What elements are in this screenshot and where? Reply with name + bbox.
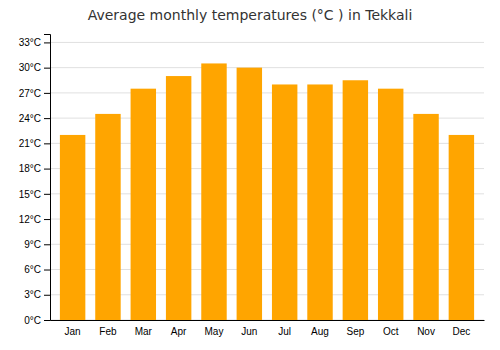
y-tick: 15°C (19, 189, 50, 200)
bar (201, 63, 226, 320)
bar (378, 89, 403, 320)
x-tick-label: May (205, 326, 224, 337)
x-tick-label: Aug (311, 326, 329, 337)
chart-container: 0°C 3°C 6°C 9°C 12°C 15°C 18°C 21°C 24°C 27°C 30°C… (0, 0, 500, 350)
x-tick-label: Mar (135, 326, 153, 337)
y-tick-label: 15°C (19, 189, 41, 200)
y-tick-mark (44, 93, 50, 94)
bar (237, 68, 262, 320)
y-tick-mark (44, 68, 50, 69)
x-tick-label: Nov (417, 326, 435, 337)
y-tick: 21°C (19, 138, 50, 149)
x-tick: May (205, 326, 224, 337)
y-tick: 27°C (19, 88, 50, 99)
bar (307, 84, 332, 320)
x-tick-label: Feb (99, 326, 117, 337)
x-tick: Jun (241, 326, 257, 337)
bar (449, 135, 474, 320)
x-tick: Nov (417, 326, 435, 337)
y-tick: 24°C (19, 113, 50, 124)
grid-line (50, 42, 484, 43)
bar (413, 114, 438, 320)
plot: 0°C 3°C 6°C 9°C 12°C 15°C 18°C 21°C 24°C 27°C 30°C… (19, 35, 485, 338)
bars (60, 63, 474, 320)
y-tick-label: 18°C (19, 163, 41, 174)
x-tick: Jul (278, 326, 291, 337)
x-tick-label: Sep (346, 326, 364, 337)
grid-line (50, 92, 484, 93)
y-tick-mark (44, 295, 50, 296)
y-tick: 33°C (19, 37, 50, 48)
y-tick-mark (44, 118, 50, 119)
y-tick-mark (44, 143, 50, 144)
x-tick: Oct (383, 326, 399, 337)
y-tick-label: 27°C (19, 88, 41, 99)
y-tick-mark (44, 219, 50, 220)
bar (60, 135, 85, 320)
x-tick: Apr (171, 326, 187, 337)
y-tick-label: 3°C (24, 289, 41, 300)
y-tick-label: 12°C (19, 214, 41, 225)
grid (50, 42, 484, 320)
y-tick-label: 0°C (24, 315, 41, 326)
x-tick: Dec (452, 326, 470, 337)
title: Average monthly temperatures (°C ) in Te… (88, 7, 413, 23)
y-tick-label: 6°C (24, 264, 41, 275)
chart-svg: 0°C 3°C 6°C 9°C 12°C 15°C 18°C 21°C 24°C 27°C 30°C… (0, 0, 500, 350)
x-tick-label: Jan (65, 326, 81, 337)
y-tick-mark (44, 194, 50, 195)
bar (343, 80, 368, 320)
x-tick: Mar (135, 326, 153, 337)
x-tick-label: Jul (278, 326, 291, 337)
y-tick: 30°C (19, 62, 50, 73)
bar (95, 114, 120, 320)
y-axis: 0°C 3°C 6°C 9°C 12°C 15°C 18°C 21°C 24°C 27°C 30°C… (19, 35, 51, 326)
x-tick: Jan (65, 326, 81, 337)
y-tick-label: 24°C (19, 113, 41, 124)
y-axis-line (44, 35, 51, 321)
x-tick-label: Apr (171, 326, 187, 337)
y-tick-label: 21°C (19, 138, 41, 149)
x-tick-label: Dec (452, 326, 470, 337)
grid-line (50, 67, 484, 68)
y-tick: 0°C (24, 315, 50, 326)
bar (131, 89, 156, 320)
x-tick: Aug (311, 326, 329, 337)
y-tick: 18°C (19, 163, 50, 174)
y-tick: 6°C (24, 264, 50, 275)
y-tick-mark (44, 42, 50, 43)
y-tick-label: 33°C (19, 37, 41, 48)
y-tick-label: 9°C (24, 239, 41, 250)
x-axis-line (51, 320, 485, 321)
y-tick-mark (44, 270, 50, 271)
x-tick: Sep (346, 326, 364, 337)
y-tick-mark (44, 244, 50, 245)
bar (166, 76, 191, 320)
x-tick-label: Oct (383, 326, 399, 337)
y-tick: 3°C (24, 289, 50, 300)
y-tick: 12°C (19, 214, 50, 225)
x-axis: Jan Feb Mar Apr May Jun Jul Aug Sep Oct Nov Dec (51, 321, 485, 338)
x-tick: Feb (99, 326, 117, 337)
y-tick-label: 30°C (19, 62, 41, 73)
bar (272, 84, 297, 320)
y-tick-mark (44, 320, 50, 321)
y-tick: 9°C (24, 239, 50, 250)
y-tick-mark (44, 169, 50, 170)
x-tick-label: Jun (241, 326, 257, 337)
